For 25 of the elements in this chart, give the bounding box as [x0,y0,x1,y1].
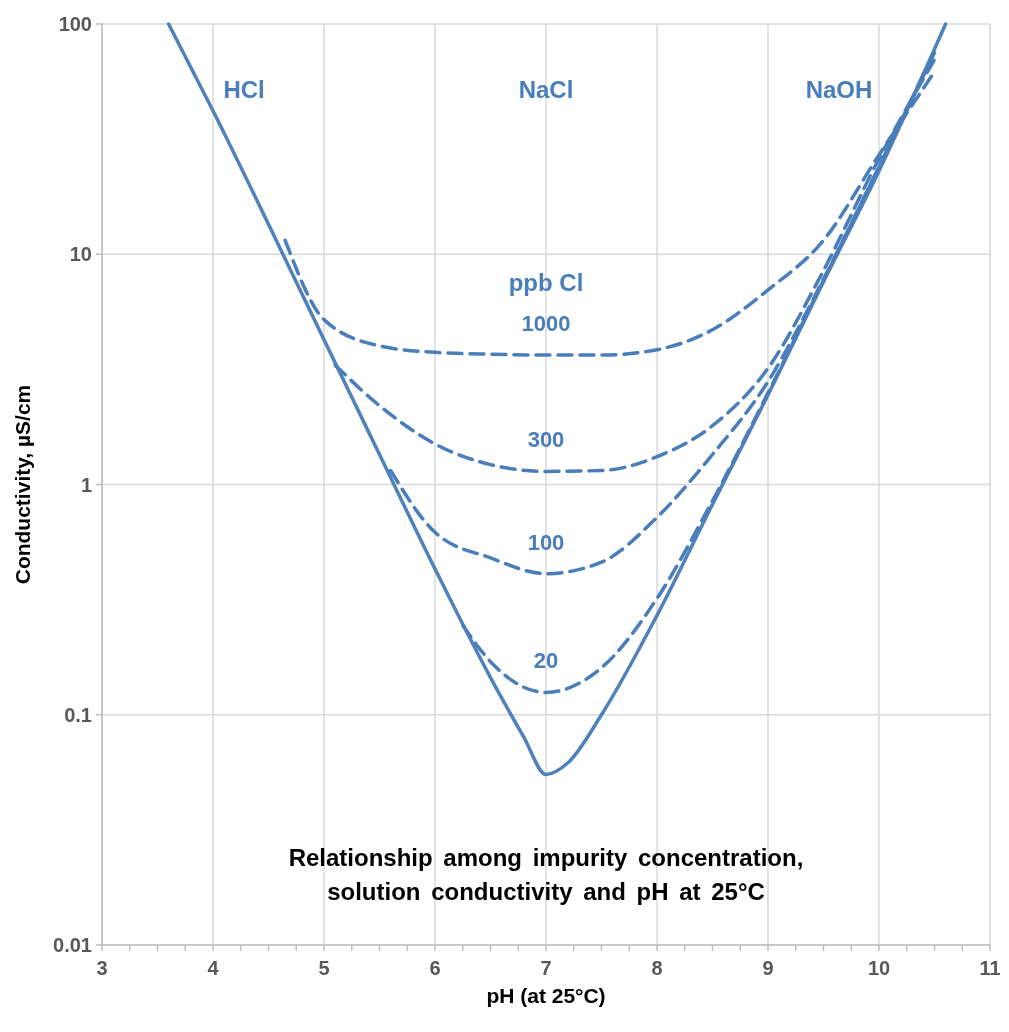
series-label: 300 [527,427,565,453]
annotation: HCl [223,75,265,103]
x-tick-label: 10 [867,957,891,979]
y-tick-label: 10 [69,243,92,266]
y-tick-label: 1 [80,473,92,496]
y-tick-label: 0.01 [53,934,92,956]
annotation: ppb Cl [508,269,584,297]
x-tick-label: 5 [318,957,330,979]
series-label: 1000 [521,311,571,337]
x-tick-label: 6 [429,957,441,979]
y-axis-title: Conductivity, µS/cm [11,384,34,585]
x-tick-label: 9 [762,957,774,979]
x-tick-label: 11 [979,957,1001,979]
y-tick-label: 0.1 [64,703,92,726]
series-label: 20 [533,648,559,674]
annotation: NaCl [518,75,574,103]
x-tick-label: 8 [651,957,663,979]
text: Relationship among impurity concentration, solution conductivity and pH at 25°C [288,844,804,906]
series-label: 100 [527,529,565,555]
annotation: NaOH [805,75,873,103]
y-tick-label: 100 [58,13,92,35]
x-tick-label: 4 [207,957,220,979]
x-tick-label: 3 [96,957,108,979]
x-tick-label: 7 [540,957,552,979]
x-axis-title: pH (at 25°C) [486,984,606,1007]
